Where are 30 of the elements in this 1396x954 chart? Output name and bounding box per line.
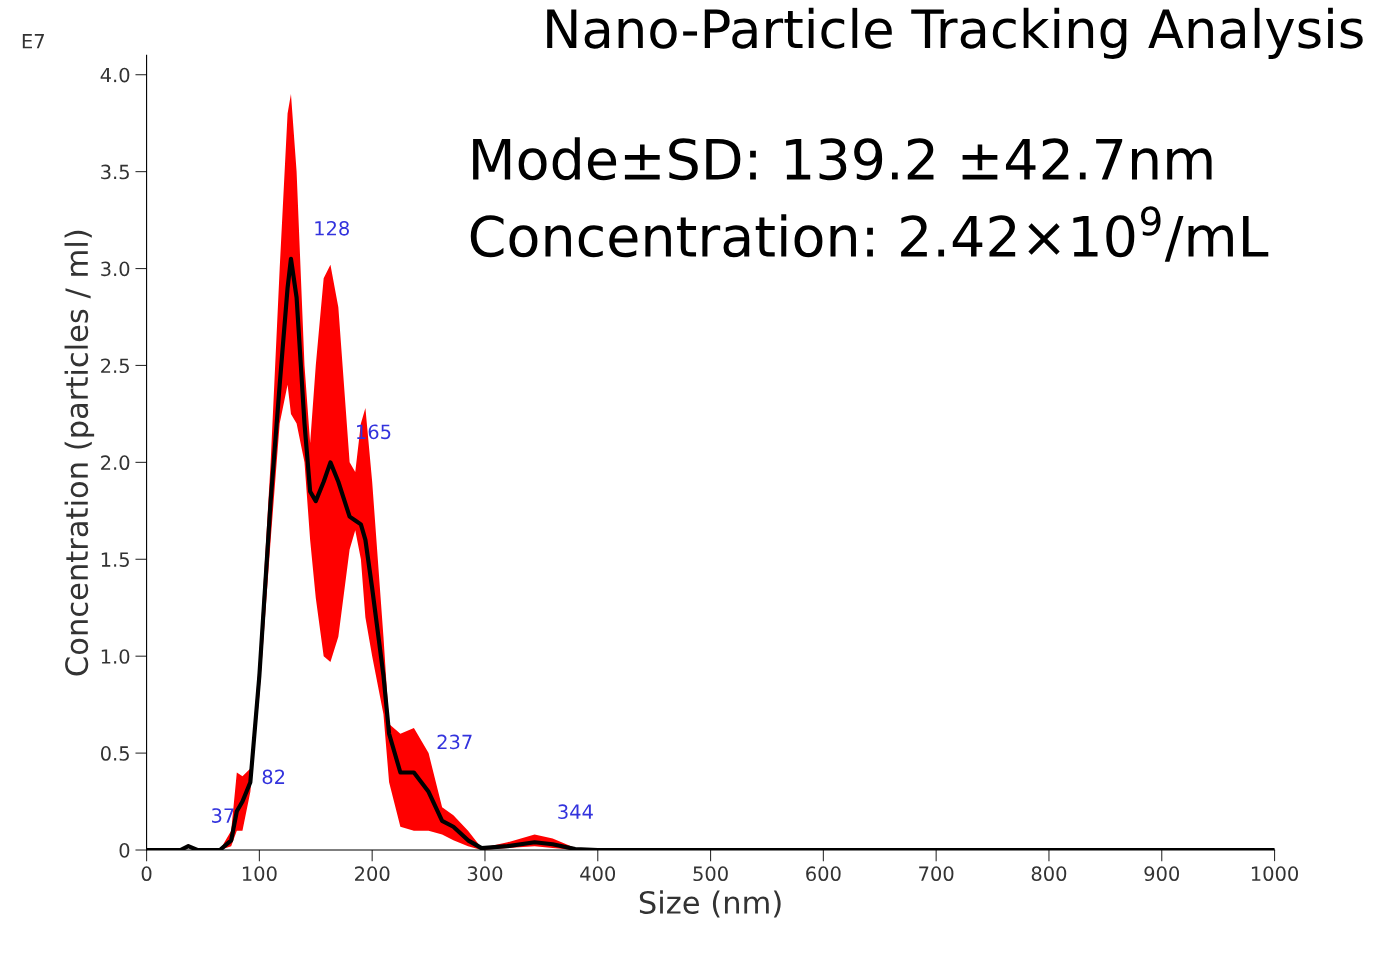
chart-title: Nano-Particle Tracking Analysis bbox=[547, 7, 1363, 59]
x-tick-label: 100 bbox=[242, 866, 277, 882]
y-tick-label: 2.0 bbox=[101, 455, 130, 471]
y-tick-label: 3.5 bbox=[101, 164, 129, 180]
y-tick-label: 0 bbox=[119, 842, 130, 858]
annotation: Mode±SD: 139.2 ±42.7nm bbox=[473, 137, 1212, 181]
x-tick-label: 400 bbox=[580, 866, 616, 882]
annotation: 128 bbox=[315, 220, 349, 236]
text: E7 bbox=[22, 34, 44, 49]
x-tick-label: 900 bbox=[1144, 866, 1180, 882]
x-tick-label: 800 bbox=[1031, 866, 1067, 882]
y-tick-label: 4.0 bbox=[100, 67, 130, 83]
annotation: 344 bbox=[558, 804, 593, 820]
annotation: 82 bbox=[262, 769, 285, 785]
x-tick-label: 0 bbox=[141, 866, 152, 882]
x-tick-label: 300 bbox=[467, 866, 503, 882]
y-tick-label: 3.0 bbox=[101, 261, 130, 277]
x-axis-title: Size (nm) bbox=[639, 890, 781, 918]
annotation: 237 bbox=[437, 734, 472, 750]
y-tick-label: 0.5 bbox=[100, 746, 129, 761]
y-tick-label: 1.5 bbox=[101, 552, 129, 567]
x-tick-label: 600 bbox=[806, 866, 841, 882]
y-tick-label: 2.5 bbox=[101, 358, 129, 374]
x-tick-label: 500 bbox=[693, 866, 728, 882]
y-tick-label: 1.0 bbox=[101, 649, 130, 664]
y-axis-title: Concentration (particles / ml) bbox=[64, 230, 95, 676]
annotation: Concentration: 2.42×10$^{9}$/mL bbox=[470, 206, 1269, 262]
x-tick-label: 1000 bbox=[1251, 866, 1298, 882]
x-tick-label: 700 bbox=[919, 866, 954, 882]
x-tick-label: 200 bbox=[355, 866, 390, 882]
